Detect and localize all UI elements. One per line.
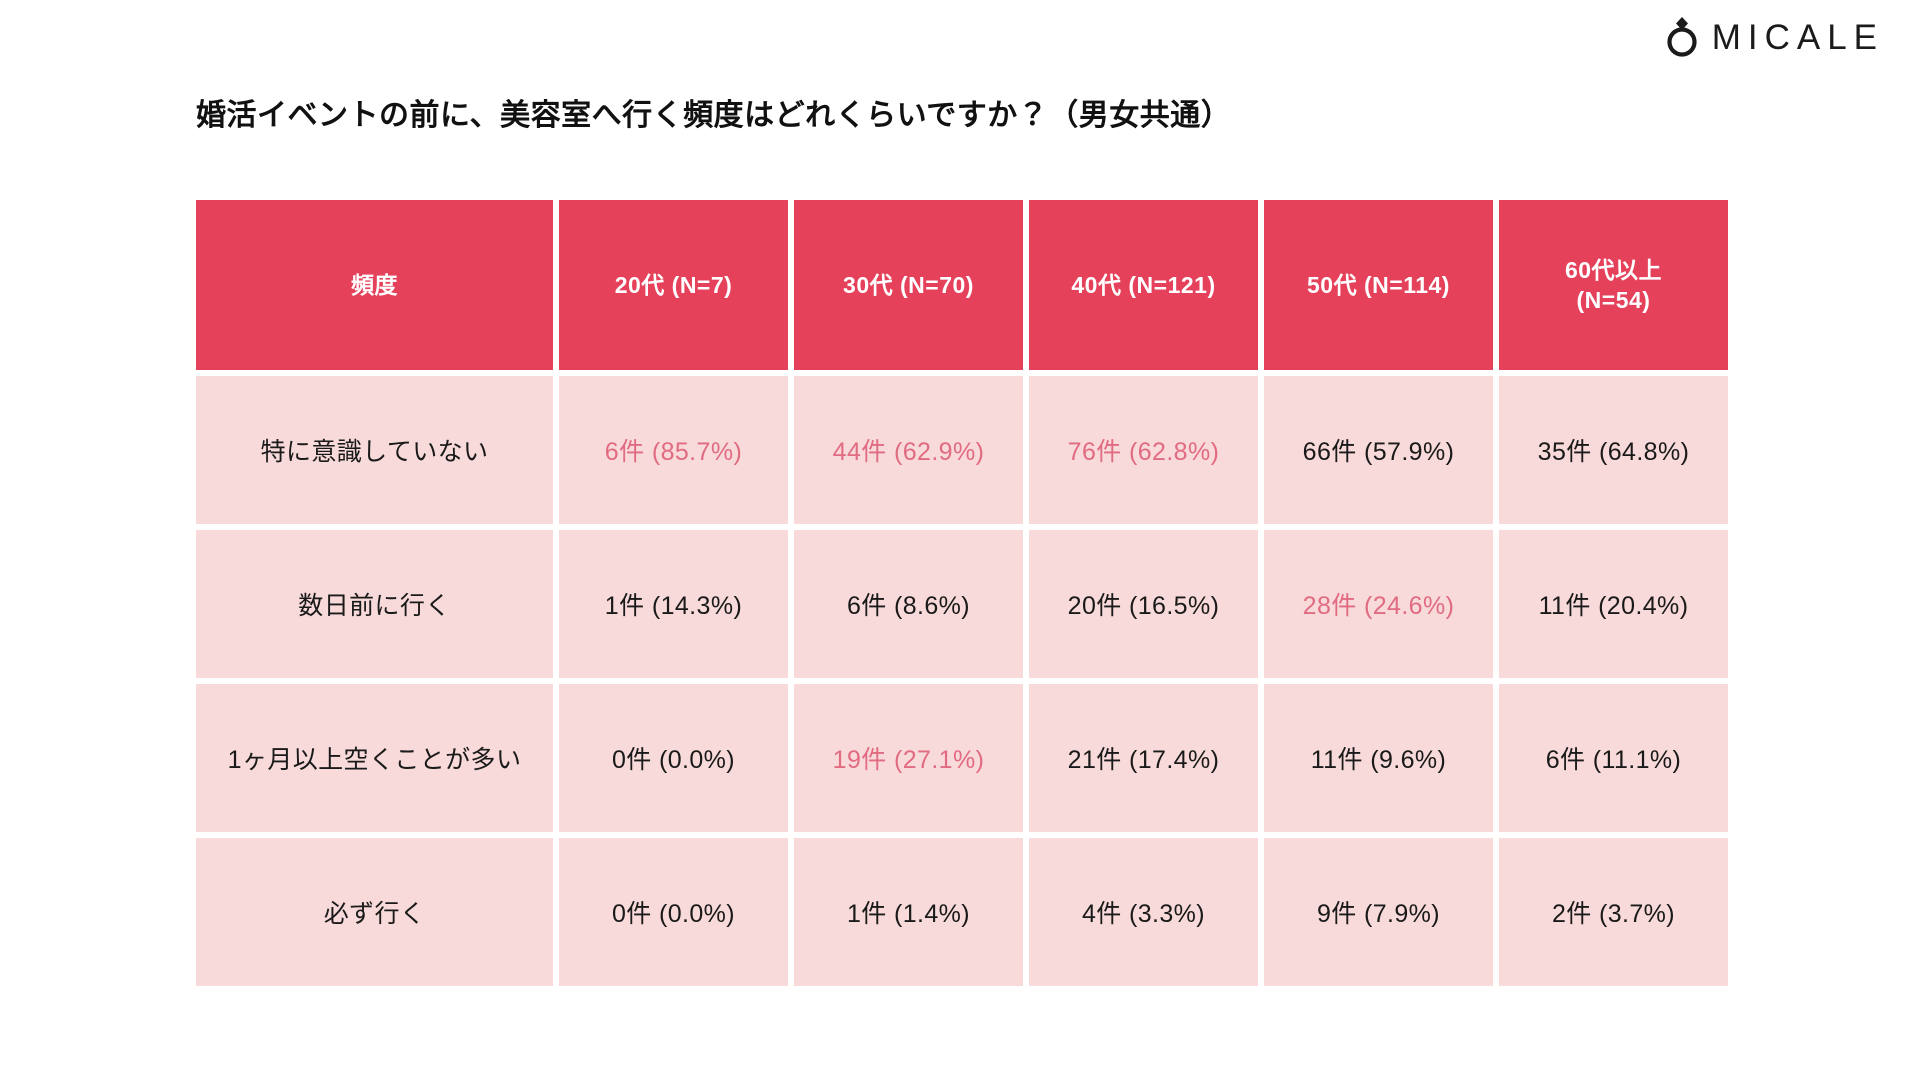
table-cell: 11件 (20.4%) <box>1499 530 1728 678</box>
column-header-40s: 40代 (N=121) <box>1029 200 1258 370</box>
column-header-60s-plus-line1: 60代以上 <box>1564 256 1663 283</box>
brand-logo: MICALE <box>1662 14 1884 58</box>
table-cell: 21件 (17.4%) <box>1029 684 1258 832</box>
table-cell: 0件 (0.0%) <box>559 838 788 986</box>
row-label: 数日前に行く <box>196 530 553 678</box>
table-cell: 6件 (85.7%) <box>559 376 788 524</box>
brand-logo-text: MICALE <box>1711 18 1884 57</box>
table-row: 特に意識していない 6件 (85.7%) 44件 (62.9%) 76件 (62… <box>196 376 1728 524</box>
row-label: 特に意識していない <box>196 376 553 524</box>
table-cell: 20件 (16.5%) <box>1029 530 1258 678</box>
column-header-50s: 50代 (N=114) <box>1264 200 1493 370</box>
table-row: 1ヶ月以上空くことが多い 0件 (0.0%) 19件 (27.1%) 21件 (… <box>196 684 1728 832</box>
table-cell: 0件 (0.0%) <box>559 684 788 832</box>
table-cell: 11件 (9.6%) <box>1264 684 1493 832</box>
column-header-60s-plus-line2: (N=54) <box>1576 287 1651 313</box>
table-cell: 44件 (62.9%) <box>794 376 1023 524</box>
table-cell: 28件 (24.6%) <box>1264 530 1493 678</box>
column-header-20s: 20代 (N=7) <box>559 200 788 370</box>
table-cell: 1件 (14.3%) <box>559 530 788 678</box>
table-cell: 6件 (11.1%) <box>1499 684 1728 832</box>
table-cell: 9件 (7.9%) <box>1264 838 1493 986</box>
table-body: 特に意識していない 6件 (85.7%) 44件 (62.9%) 76件 (62… <box>196 376 1728 986</box>
table-cell: 4件 (3.3%) <box>1029 838 1258 986</box>
diamond-ring-o-icon <box>1667 17 1697 57</box>
frequency-table-container: 頻度 20代 (N=7) 30代 (N=70) 40代 (N=121) 50代 … <box>196 200 1731 992</box>
table-cell: 1件 (1.4%) <box>794 838 1023 986</box>
column-header-frequency: 頻度 <box>196 200 553 370</box>
table-cell: 35件 (64.8%) <box>1499 376 1728 524</box>
column-header-30s: 30代 (N=70) <box>794 200 1023 370</box>
table-cell: 76件 (62.8%) <box>1029 376 1258 524</box>
table-cell: 2件 (3.7%) <box>1499 838 1728 986</box>
table-cell: 66件 (57.9%) <box>1264 376 1493 524</box>
table-header: 頻度 20代 (N=7) 30代 (N=70) 40代 (N=121) 50代 … <box>196 200 1728 370</box>
page-title: 婚活イベントの前に、美容室へ行く頻度はどれくらいですか？（男女共通） <box>196 99 1232 133</box>
table-header-row: 頻度 20代 (N=7) 30代 (N=70) 40代 (N=121) 50代 … <box>196 200 1728 370</box>
table-cell: 6件 (8.6%) <box>794 530 1023 678</box>
frequency-table: 頻度 20代 (N=7) 30代 (N=70) 40代 (N=121) 50代 … <box>190 194 1734 992</box>
row-label: 1ヶ月以上空くことが多い <box>196 684 553 832</box>
column-header-60s-plus: 60代以上 (N=54) <box>1499 200 1728 370</box>
table-row: 数日前に行く 1件 (14.3%) 6件 (8.6%) 20件 (16.5%) … <box>196 530 1728 678</box>
table-cell: 19件 (27.1%) <box>794 684 1023 832</box>
row-label: 必ず行く <box>196 838 553 986</box>
table-row: 必ず行く 0件 (0.0%) 1件 (1.4%) 4件 (3.3%) 9件 (7… <box>196 838 1728 986</box>
